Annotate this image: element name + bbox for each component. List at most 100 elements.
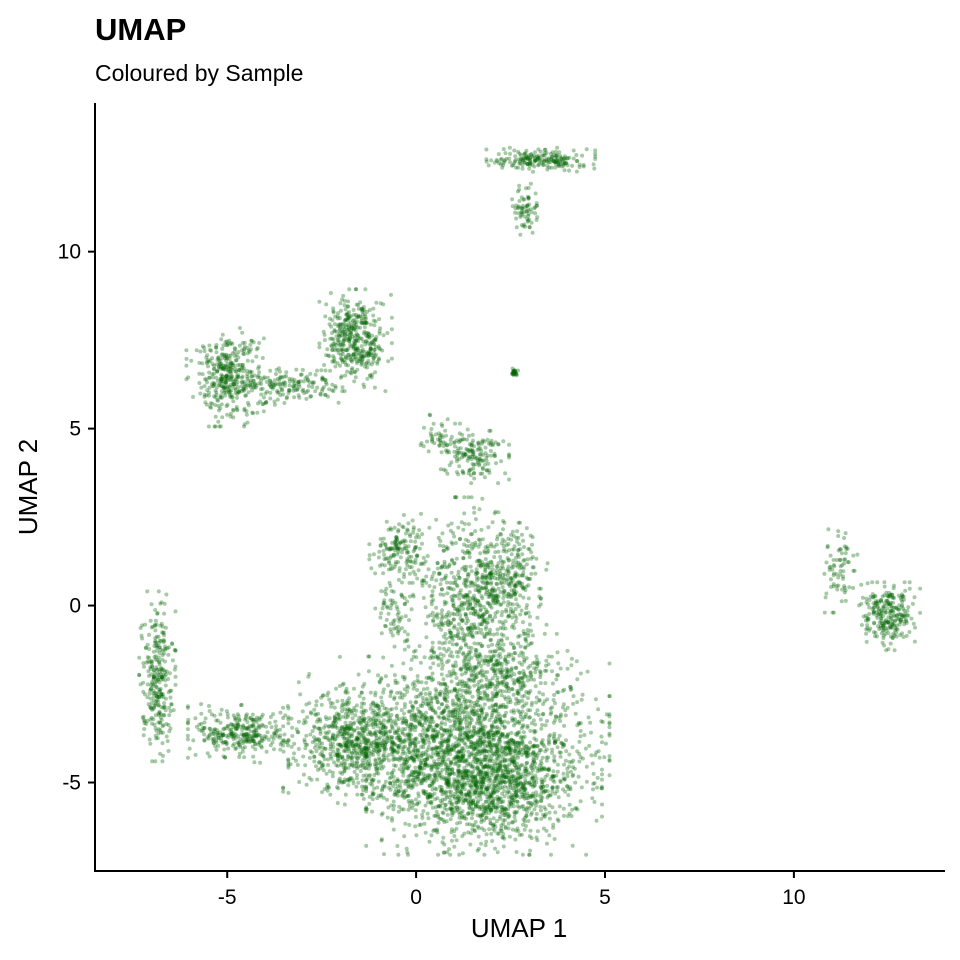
data-point [425, 764, 430, 768]
data-point [505, 668, 510, 672]
data-point [547, 810, 552, 815]
data-point [514, 850, 519, 854]
data-point [406, 781, 411, 786]
data-point [460, 785, 465, 790]
data-point [360, 727, 365, 732]
data-point [446, 523, 451, 528]
data-point [504, 689, 508, 694]
data-point [327, 769, 332, 774]
data-point [451, 810, 456, 815]
data-point [551, 774, 556, 779]
data-point [442, 777, 447, 782]
data-point [480, 826, 484, 831]
data-point [441, 677, 446, 682]
data-point [343, 726, 348, 731]
data-point [375, 744, 380, 749]
data-point [374, 767, 378, 772]
data-point [411, 654, 416, 659]
data-point [524, 606, 529, 611]
data-point [513, 701, 518, 706]
data-point [449, 760, 454, 765]
data-point [500, 773, 504, 778]
data-point [443, 739, 448, 744]
data-point [413, 769, 418, 774]
data-point [547, 740, 552, 745]
data-point [485, 795, 490, 800]
data-point [470, 694, 475, 699]
data-point [552, 693, 557, 697]
data-point [533, 816, 538, 821]
data-point [424, 580, 429, 585]
data-point [452, 844, 457, 849]
data-point [495, 730, 500, 735]
data-point [447, 640, 452, 645]
data-point [510, 562, 515, 567]
data-point [531, 784, 535, 789]
data-point [203, 716, 208, 721]
data-point [439, 672, 444, 677]
data-point [499, 580, 504, 585]
data-point [442, 728, 447, 732]
data-point [444, 807, 449, 812]
data-point [402, 711, 406, 716]
data-point [456, 810, 461, 814]
data-point [544, 622, 549, 627]
data-point [396, 549, 401, 554]
data-point [506, 811, 510, 816]
data-point [427, 792, 432, 796]
data-point [361, 773, 366, 778]
data-point [487, 827, 492, 832]
data-point [499, 826, 504, 831]
data-point [349, 755, 354, 760]
data-point [522, 715, 527, 720]
data-point [424, 701, 428, 706]
data-point [459, 520, 464, 525]
data-point [523, 748, 528, 752]
data-point [475, 785, 480, 790]
data-point [553, 714, 558, 719]
data-point [467, 774, 471, 779]
data-point [475, 804, 480, 809]
data-point [519, 608, 524, 613]
data-point [394, 706, 399, 711]
data-point [528, 740, 533, 745]
data-point [526, 696, 530, 701]
data-point [388, 584, 393, 588]
data-point [449, 570, 454, 575]
data-point [426, 795, 430, 799]
data-point [600, 786, 604, 791]
data-point [545, 783, 550, 788]
data-point [570, 807, 575, 812]
data-point [471, 759, 476, 764]
data-point [347, 736, 352, 741]
data-point [495, 725, 500, 729]
data-point [466, 749, 471, 754]
data-point [555, 650, 560, 655]
data-point [352, 749, 356, 753]
data-point [600, 784, 604, 789]
data-point [514, 616, 519, 621]
data-point [379, 699, 384, 704]
data-point [534, 756, 539, 761]
data-point [391, 807, 396, 812]
data-point [562, 723, 567, 728]
data-point [451, 601, 456, 606]
data-point [405, 850, 410, 855]
data-point [461, 801, 465, 805]
data-point [495, 582, 499, 587]
data-point [529, 782, 534, 787]
data-point [343, 690, 348, 695]
data-point [400, 769, 405, 774]
data-point [409, 799, 414, 803]
data-point [459, 786, 464, 791]
data-point [518, 749, 522, 754]
data-point [551, 769, 556, 774]
data-point [521, 558, 526, 563]
data-point [493, 598, 498, 603]
data-point [397, 566, 402, 571]
data-point [477, 729, 482, 734]
data-point [191, 738, 196, 743]
data-point [413, 648, 418, 653]
data-point [386, 711, 391, 716]
data-point [595, 775, 600, 780]
